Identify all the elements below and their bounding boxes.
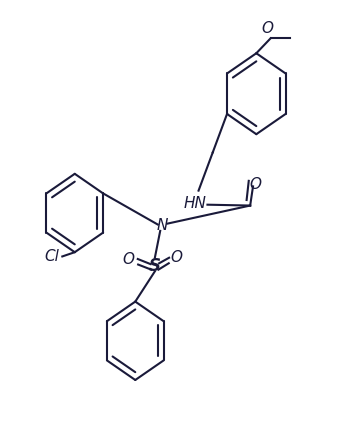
- Text: O: O: [170, 250, 182, 265]
- Text: Cl: Cl: [44, 249, 59, 264]
- Text: O: O: [123, 252, 135, 268]
- Text: N: N: [156, 218, 168, 233]
- Text: O: O: [262, 21, 274, 36]
- Text: O: O: [250, 177, 262, 192]
- Text: S: S: [149, 257, 161, 275]
- Text: HN: HN: [184, 196, 206, 211]
